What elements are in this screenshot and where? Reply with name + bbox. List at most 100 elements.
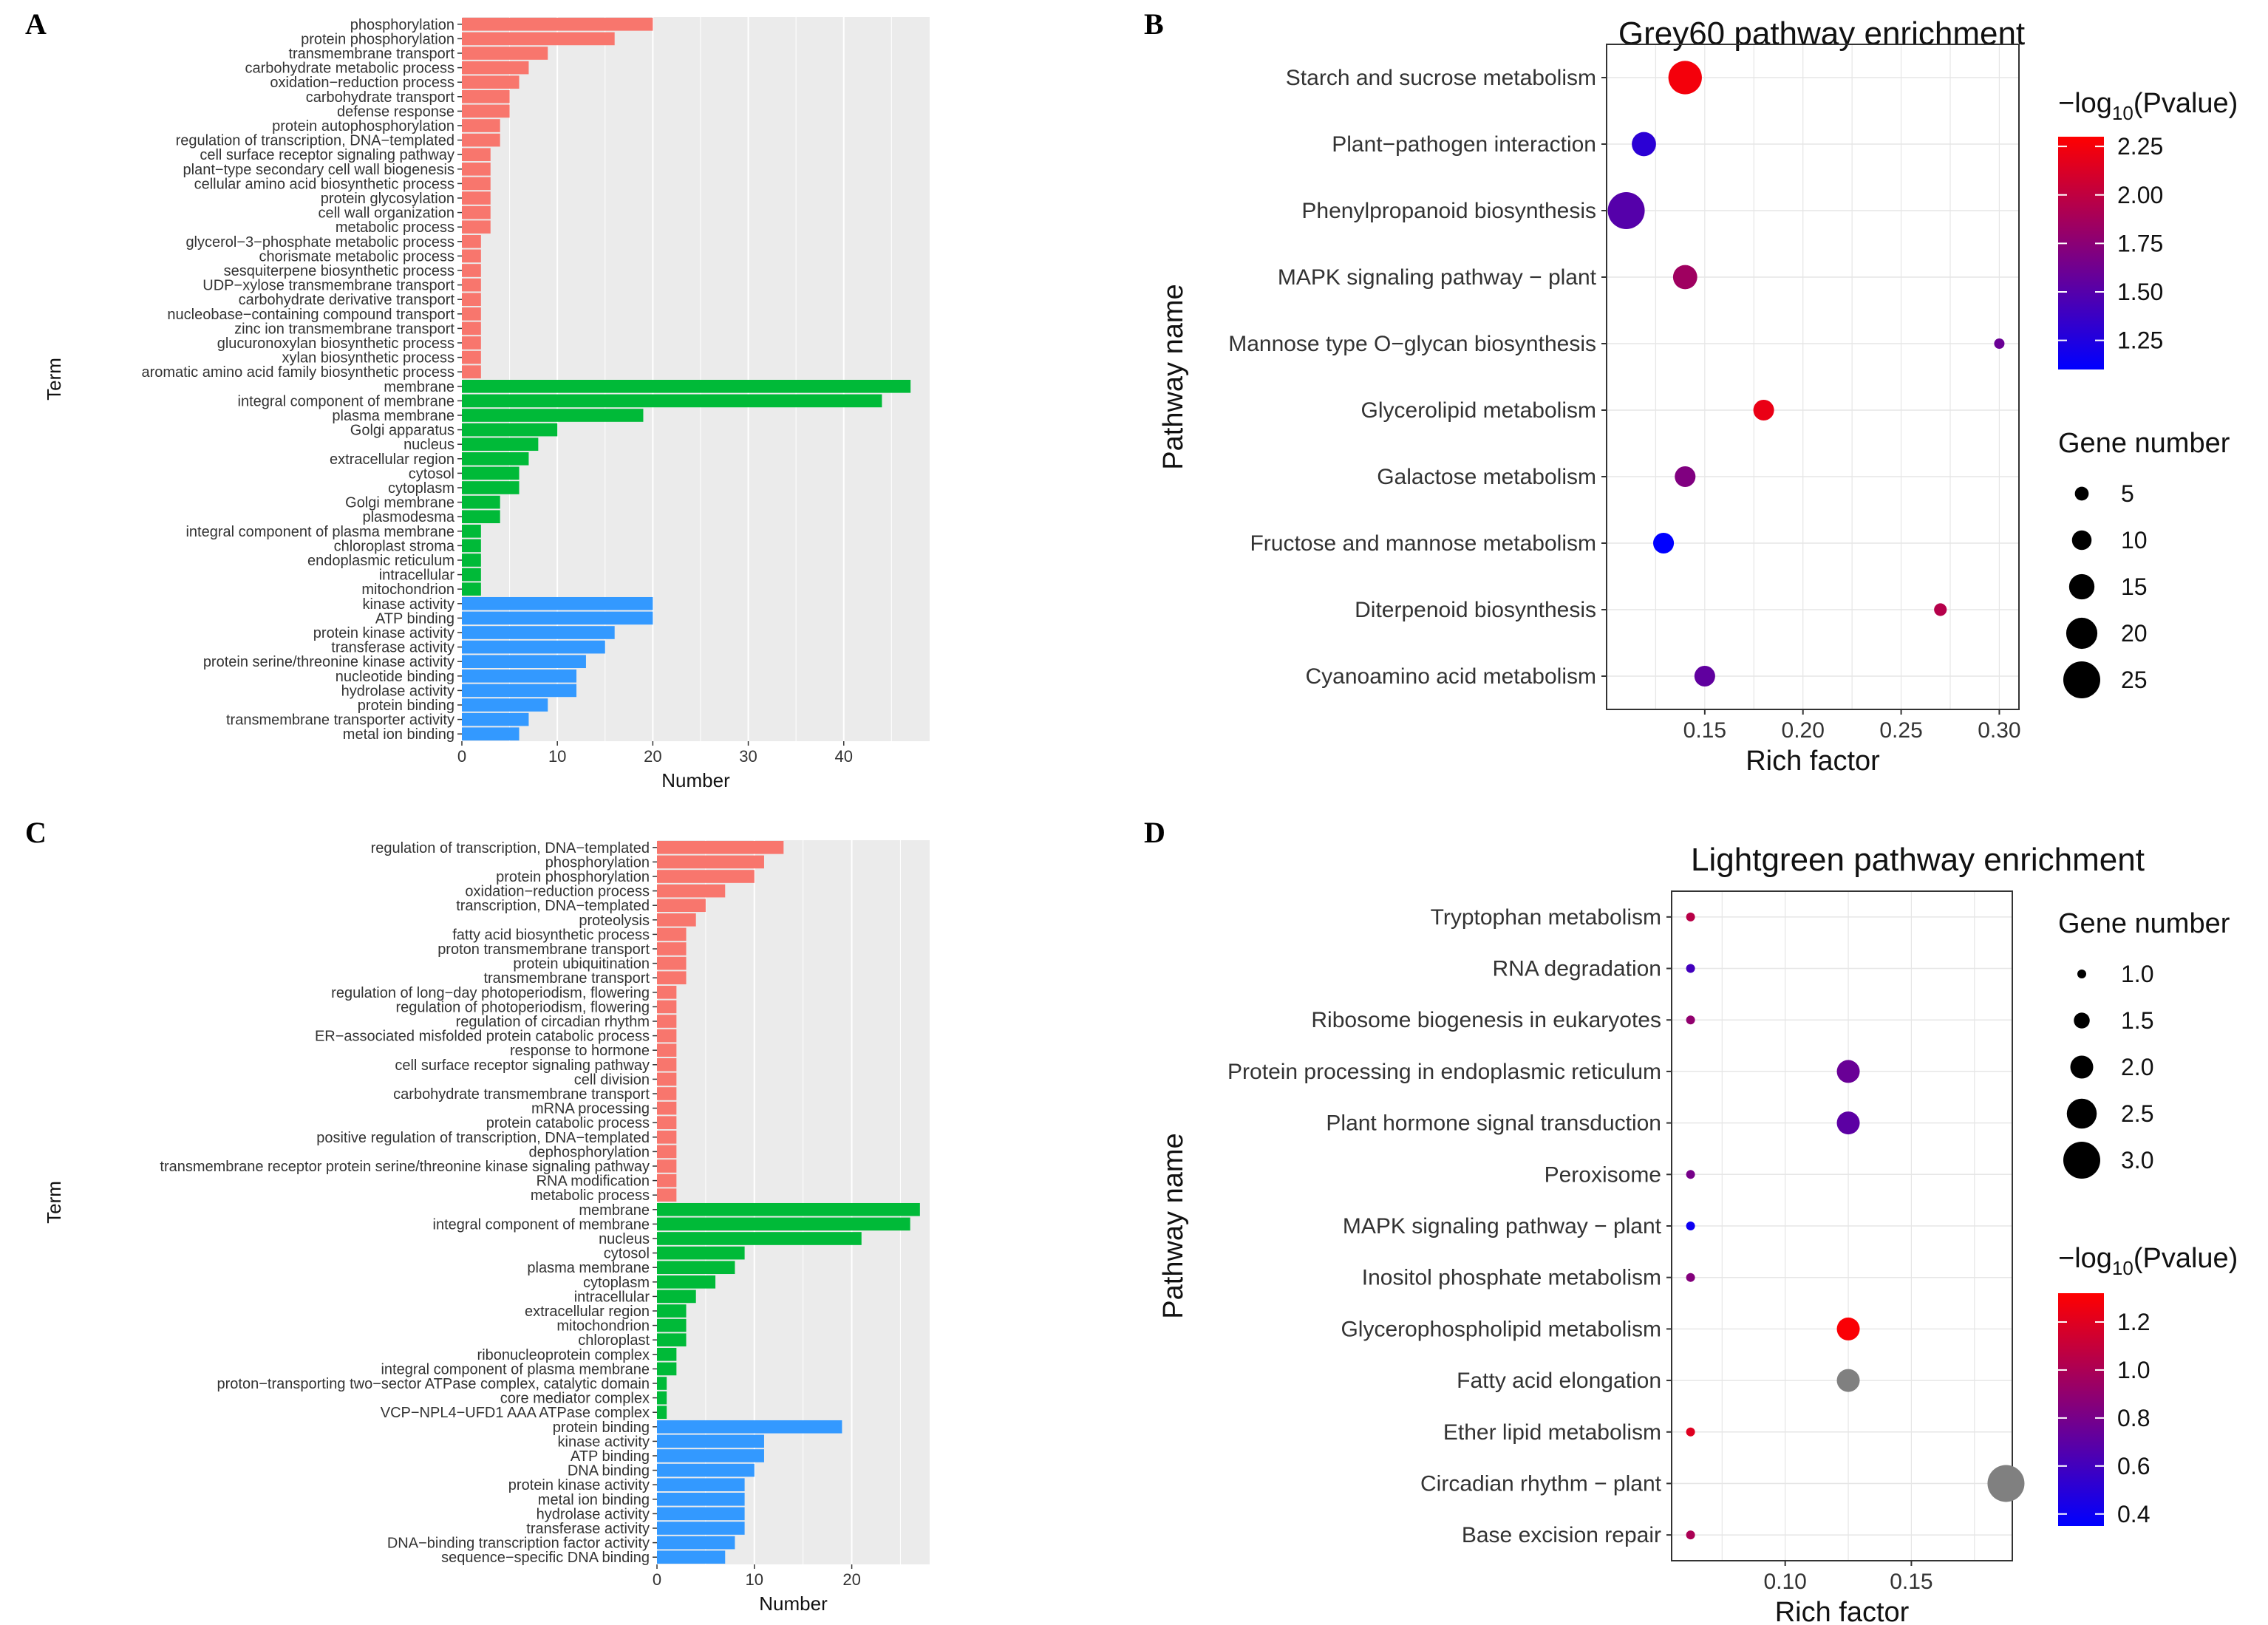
size-legend-label: 15 <box>2121 573 2148 600</box>
x-tick-label: 20 <box>644 747 661 766</box>
bar <box>657 899 706 913</box>
bar <box>462 437 539 452</box>
bar <box>657 1318 687 1332</box>
term-label: extracellular region <box>330 452 454 468</box>
bar <box>462 409 644 422</box>
bar <box>657 971 687 985</box>
term-label: cytosol <box>604 1246 650 1262</box>
bubble <box>1686 1222 1695 1230</box>
term-label: zinc ion transmembrane transport <box>234 321 454 337</box>
term-label: cellular amino acid biosynthetic process <box>194 176 454 192</box>
bubble <box>1836 1369 1860 1392</box>
bubble <box>1686 964 1695 973</box>
pathway-label: MAPK signaling pathway − plant <box>1278 265 1597 290</box>
size-legend-label: 5 <box>2121 480 2134 507</box>
panel-d: Lightgreen pathway enrichment Tryptophan … <box>1158 842 2238 1625</box>
pathway-label: Fructose and mannose metabolism <box>1250 531 1596 556</box>
plot-border <box>1606 44 2020 710</box>
term-label: positive regulation of transcription, DN… <box>316 1130 650 1146</box>
x-tick-label: 0 <box>653 1570 661 1589</box>
term-label: protein binding <box>553 1420 650 1436</box>
term-label: protein glycosylation <box>321 191 454 207</box>
term-label: glucuronoxylan biosynthetic process <box>217 335 454 352</box>
color-legend-title-part: −log <box>2058 88 2112 119</box>
term-label: plant−type secondary cell wall biogenesi… <box>183 162 454 178</box>
term-label: chloroplast <box>578 1332 650 1349</box>
pathway-label: Tryptophan metabolism <box>1431 905 1661 930</box>
bubble <box>1686 1273 1695 1282</box>
pathway-label: Ether lipid metabolism <box>1443 1420 1661 1445</box>
bar <box>462 655 586 669</box>
bar <box>462 712 529 726</box>
bar <box>657 1522 745 1535</box>
term-label: cytoplasm <box>388 480 454 497</box>
x-tick-label: 0.30 <box>1978 718 2020 743</box>
size-legend-dot <box>2068 573 2095 600</box>
term-label: phosphorylation <box>545 854 650 871</box>
bar <box>657 1202 920 1216</box>
pathway-label: Glycerolipid metabolism <box>1361 398 1596 423</box>
bar <box>462 698 548 712</box>
bar <box>462 133 500 147</box>
bar <box>462 626 615 639</box>
bar <box>462 293 481 307</box>
term-label: transferase activity <box>331 640 454 656</box>
bar <box>657 1116 677 1130</box>
y-axis-title: Pathway name <box>1158 284 1189 469</box>
size-legend-dot <box>2074 1012 2090 1029</box>
bar <box>462 452 529 466</box>
bar <box>657 1029 677 1043</box>
panel-letters: A B C D <box>25 7 1165 849</box>
color-bar-label: 2.25 <box>2117 133 2163 160</box>
pathway-label: Inositol phosphate metabolism <box>1362 1266 1661 1290</box>
bar <box>657 1347 677 1361</box>
pathway-label: Glycerophospholipid metabolism <box>1341 1317 1661 1341</box>
bubble <box>1686 1170 1695 1179</box>
bubble <box>1934 603 1947 616</box>
bar <box>657 1391 667 1405</box>
bar <box>657 1463 755 1477</box>
bubble <box>1653 532 1675 554</box>
panel-letter-c: C <box>25 816 47 849</box>
size-legend-label: 2.5 <box>2121 1100 2153 1127</box>
term-label: membrane <box>579 1202 650 1219</box>
term-label: nucleotide binding <box>336 669 454 685</box>
term-label: proton transmembrane transport <box>437 941 650 958</box>
x-axis-title: Rich factor <box>1775 1597 1910 1625</box>
term-label: transmembrane transport <box>288 46 454 62</box>
pathway-label: Protein processing in endoplasmic reticu… <box>1227 1060 1661 1084</box>
term-label: regulation of long−day photoperiodism, f… <box>331 985 650 1001</box>
term-label: DNA binding <box>568 1463 650 1479</box>
bar <box>657 1434 764 1448</box>
color-bar-label: 1.2 <box>2117 1309 2150 1335</box>
term-label: sesquiterpene biosynthetic process <box>224 263 454 279</box>
bar <box>657 1015 677 1028</box>
bar <box>657 1101 677 1115</box>
term-label: protein serine/threonine kinase activity <box>203 654 454 670</box>
bar <box>657 1406 667 1420</box>
y-axis-title: Term <box>43 358 65 401</box>
term-label: nucleobase−containing compound transport <box>167 307 454 323</box>
term-label: extracellular region <box>525 1304 650 1320</box>
bar <box>462 177 491 191</box>
term-label: core mediator complex <box>500 1391 650 1407</box>
term-label: cell division <box>574 1072 650 1088</box>
term-label: protein catabolic process <box>486 1115 650 1131</box>
color-bar <box>2058 137 2104 369</box>
x-tick-label: 10 <box>746 1570 763 1589</box>
x-tick-label: 0.15 <box>1683 718 1726 743</box>
bar <box>462 162 491 176</box>
bar <box>462 205 491 219</box>
color-legend-title-sub: 10 <box>2112 102 2134 124</box>
term-label: ATP binding <box>571 1448 650 1465</box>
y-axis-title: Pathway name <box>1158 1133 1189 1318</box>
size-legend-dot <box>2066 617 2098 650</box>
color-bar-label: 0.8 <box>2117 1405 2150 1431</box>
bar <box>462 495 500 509</box>
size-legend-label: 20 <box>2121 620 2148 647</box>
term-label: sequence−specific DNA binding <box>441 1550 650 1566</box>
size-legend-label: 1.0 <box>2121 961 2153 987</box>
bar <box>462 611 653 625</box>
bar <box>657 1420 842 1434</box>
